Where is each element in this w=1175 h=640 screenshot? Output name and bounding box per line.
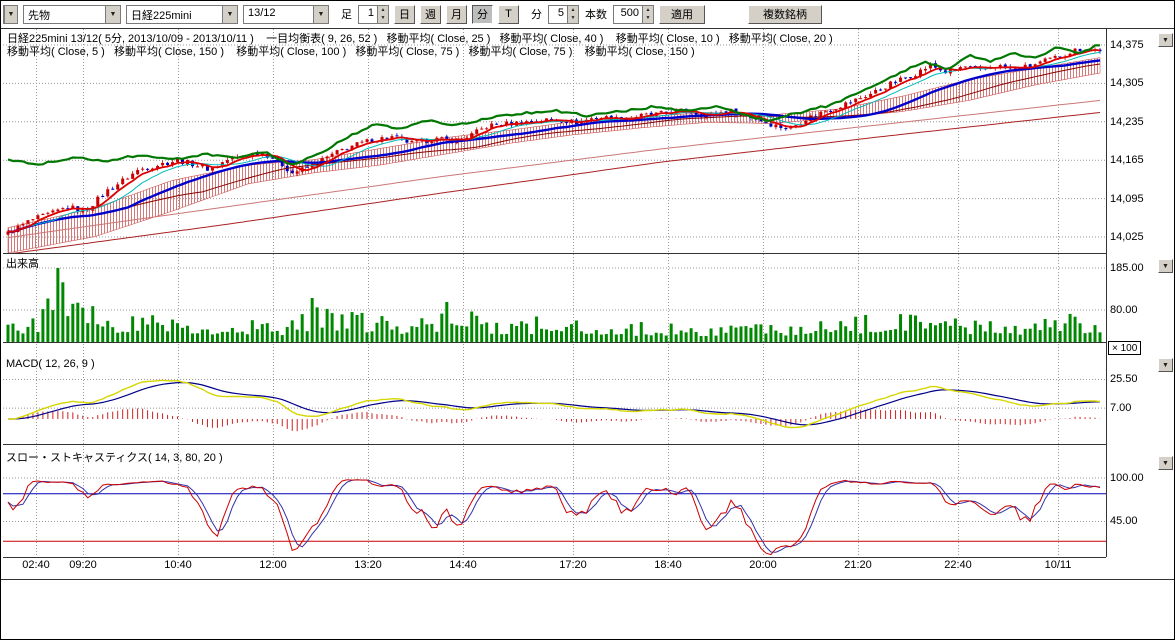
contract-month-value: 13/12 [244, 6, 313, 23]
time-axis-label: 14:40 [449, 559, 477, 571]
bar-type-label: 足 [340, 6, 353, 22]
period-minute-button[interactable]: 分 [472, 5, 493, 24]
spin-down-icon: ▼ [378, 14, 388, 23]
spin-down-icon: ▼ [568, 14, 578, 23]
macd-axis-label: 25.50 [1110, 373, 1138, 385]
period-day-button[interactable]: 日 [394, 5, 415, 24]
price-axis-label: 14,165 [1110, 154, 1144, 166]
macd-panel-title: MACD( 12, 26, 9 ) [6, 358, 95, 370]
minute-value: 5 [549, 6, 567, 23]
dropdown-arrow-icon: ▼ [4, 6, 17, 23]
time-axis-label: 10:40 [164, 559, 192, 571]
time-axis-label: 22:40 [944, 559, 972, 571]
stoch-panel-title: スロー・ストキャスティクス( 14, 3, 80, 20 ) [6, 449, 223, 465]
interval-value: 1 [359, 6, 377, 23]
spin-up-icon: ▲ [643, 6, 653, 15]
bar-count-label: 本数 [584, 6, 608, 22]
time-axis-label: 02:40 [22, 559, 50, 571]
stoch-axis-label: 100.00 [1110, 472, 1144, 484]
volume-scale-button[interactable]: ▼ [1158, 259, 1173, 273]
time-axis-label: 10/11 [1045, 559, 1072, 571]
volume-axis-label: 80.00 [1110, 304, 1138, 316]
time-axis-label: 12:00 [259, 559, 287, 571]
price-axis-label: 14,305 [1110, 77, 1144, 89]
dropdown-arrow-icon: ▼ [1162, 263, 1169, 270]
time-axis-label: 18:40 [654, 559, 682, 571]
stoch-axis-label: 45.00 [1110, 515, 1138, 527]
time-axis-label: 21:20 [844, 559, 872, 571]
period-month-button[interactable]: 月 [446, 5, 467, 24]
macd-scale-button[interactable]: ▼ [1158, 358, 1173, 372]
dropdown-arrow-icon: ▼ [1162, 362, 1169, 369]
chart-canvas[interactable] [1, 1, 1175, 581]
bar-count-stepper[interactable]: 500 ▲ ▼ [613, 5, 654, 24]
volume-panel-title: 出来高 [6, 255, 39, 271]
minute-label: 分 [530, 6, 543, 22]
stepper-arrows[interactable]: ▲ ▼ [377, 6, 388, 23]
apply-button[interactable]: 適用 [659, 5, 705, 24]
price-axis-label: 14,235 [1110, 116, 1144, 128]
symbol-select[interactable]: 日経225mini ▼ [126, 5, 238, 24]
spin-down-icon: ▼ [643, 14, 653, 23]
mini-dropdown[interactable]: ▼ [3, 5, 18, 24]
time-axis-label: 20:00 [749, 559, 777, 571]
bar-count-value: 500 [614, 6, 642, 23]
interval-stepper[interactable]: 1 ▲ ▼ [358, 5, 389, 24]
price-scale-button[interactable]: ▼ [1158, 33, 1173, 47]
instrument-type-value: 先物 [24, 6, 105, 23]
contract-month-select[interactable]: 13/12 ▼ [243, 5, 329, 24]
spin-up-icon: ▲ [568, 6, 578, 15]
toolbar: ▼ 先物 ▼ 日経225mini ▼ 13/12 ▼ 足 1 ▲ ▼ 日 週 月… [1, 1, 1174, 28]
dropdown-arrow-icon: ▼ [1162, 460, 1169, 467]
stepper-arrows[interactable]: ▲ ▼ [567, 6, 578, 23]
stoch-scale-button[interactable]: ▼ [1158, 456, 1173, 470]
price-axis-label: 14,375 [1110, 39, 1144, 51]
minute-stepper[interactable]: 5 ▲ ▼ [548, 5, 579, 24]
time-axis-label: 13:20 [354, 559, 382, 571]
price-axis-label: 14,095 [1110, 193, 1144, 205]
macd-axis-label: 7.00 [1110, 402, 1131, 414]
period-tick-button[interactable]: T [498, 5, 519, 24]
period-week-button[interactable]: 週 [420, 5, 441, 24]
dropdown-arrow-icon: ▼ [313, 6, 328, 23]
indicator-legend-row2: 移動平均( Close, 5 ) 移動平均( Close, 150 ) 移動平均… [7, 43, 695, 59]
stepper-arrows[interactable]: ▲ ▼ [642, 6, 653, 23]
instrument-type-select[interactable]: 先物 ▼ [23, 5, 121, 24]
time-axis-label: 17:20 [559, 559, 587, 571]
multi-symbol-button[interactable]: 複数銘柄 [748, 5, 822, 24]
dropdown-arrow-icon: ▼ [222, 6, 237, 23]
chart-window: ▼ 先物 ▼ 日経225mini ▼ 13/12 ▼ 足 1 ▲ ▼ 日 週 月… [0, 0, 1175, 640]
volume-axis-label: 185.00 [1110, 262, 1144, 274]
dropdown-arrow-icon: ▼ [105, 6, 120, 23]
dropdown-arrow-icon: ▼ [1162, 37, 1169, 44]
spin-up-icon: ▲ [378, 6, 388, 15]
time-axis-label: 09:20 [69, 559, 97, 571]
volume-unit-badge: × 100 [1108, 341, 1141, 355]
price-axis-label: 14,025 [1110, 231, 1144, 243]
symbol-value: 日経225mini [127, 6, 222, 23]
